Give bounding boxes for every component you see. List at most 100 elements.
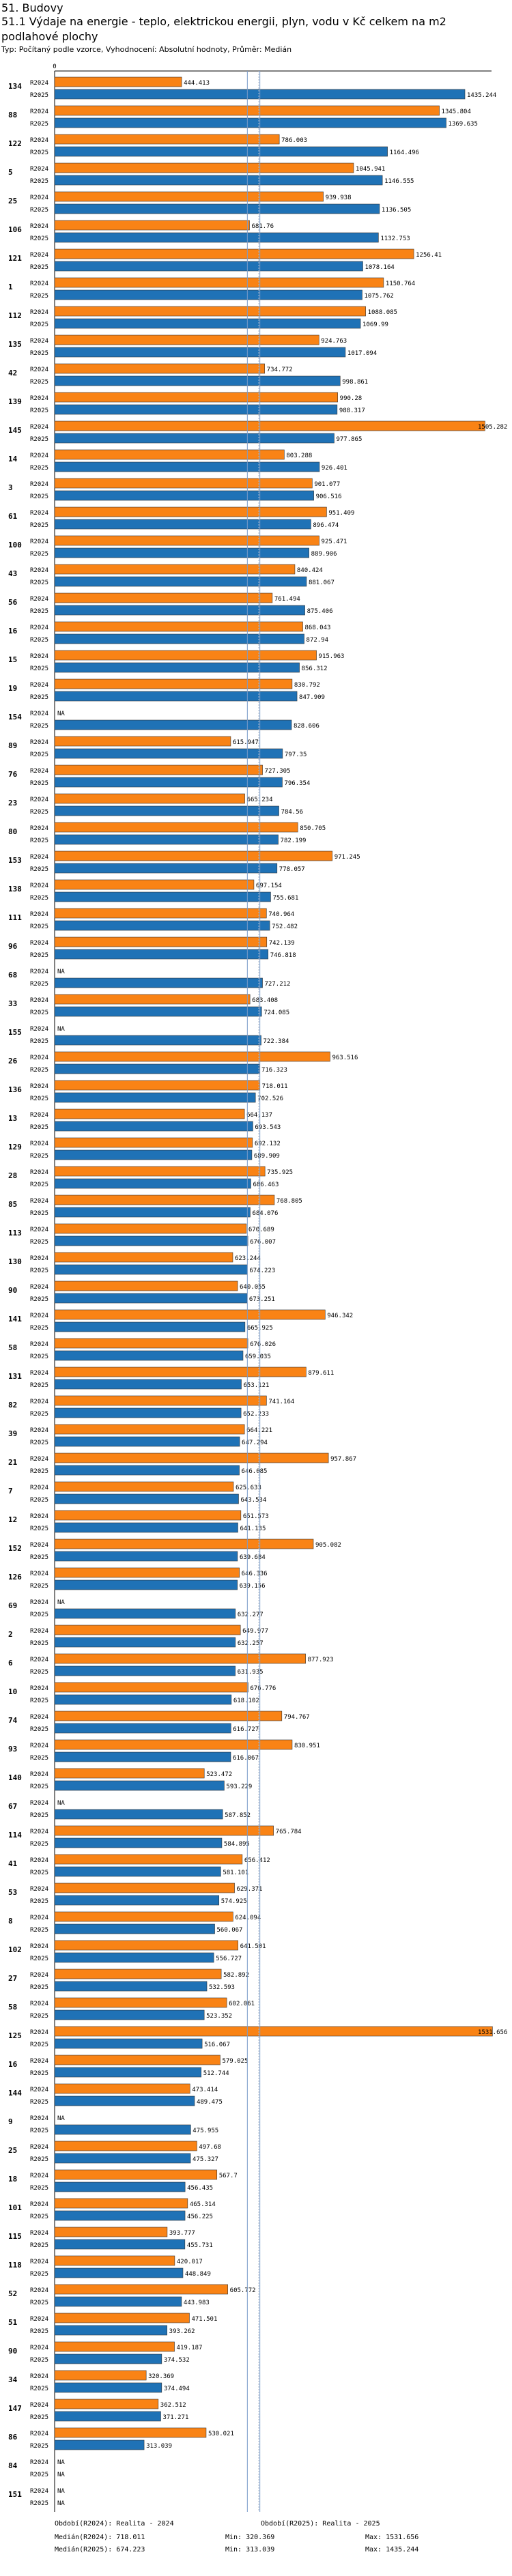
value-label-2024: 602.061 bbox=[229, 2001, 255, 2007]
value-label-2024: 681.76 bbox=[251, 223, 274, 230]
na-label-2024: NA bbox=[57, 1026, 65, 1033]
bar-2024 bbox=[54, 1997, 227, 2008]
row-id-label: 53 bbox=[8, 1888, 17, 1897]
series-label-2025: R2025 bbox=[30, 1182, 48, 1188]
value-label-2024: 868.043 bbox=[304, 625, 330, 631]
bar-2024 bbox=[54, 248, 414, 259]
value-label-2025: 560.067 bbox=[217, 1927, 243, 1934]
value-label-2024: 683.408 bbox=[252, 997, 278, 1004]
value-label-2025: 722.384 bbox=[263, 1038, 289, 1045]
bar-2025 bbox=[54, 1665, 236, 1676]
series-label-2025: R2025 bbox=[30, 1411, 48, 1418]
series-label-2024: R2024 bbox=[30, 2373, 48, 2380]
series-label-2024: R2024 bbox=[30, 1456, 48, 1463]
value-label-2024: 971.245 bbox=[335, 854, 360, 861]
series-label-2025: R2025 bbox=[30, 436, 48, 443]
bar-2025 bbox=[54, 2153, 191, 2164]
bar-2024 bbox=[54, 936, 268, 947]
series-label-2025: R2025 bbox=[30, 694, 48, 701]
bar-2024 bbox=[54, 392, 338, 403]
bar-2024 bbox=[54, 1969, 222, 1979]
bar-2024 bbox=[54, 76, 182, 87]
bar-2025 bbox=[54, 175, 383, 186]
value-label-2025: 847.909 bbox=[299, 694, 325, 701]
series-label-2024: R2024 bbox=[30, 2345, 48, 2351]
bar-2025 bbox=[54, 547, 309, 558]
series-label-2024: R2024 bbox=[30, 1055, 48, 1061]
na-label-2024: NA bbox=[57, 711, 65, 717]
series-label-2025: R2025 bbox=[30, 2185, 48, 2192]
value-label-2024: 624.094 bbox=[235, 1915, 261, 1921]
row-id-label: 56 bbox=[8, 598, 18, 607]
bar-2024 bbox=[54, 2370, 147, 2381]
value-label-2025: 581.101 bbox=[223, 1870, 248, 1876]
value-label-2024: 676.026 bbox=[250, 1341, 276, 1348]
value-label-2024: 419.187 bbox=[177, 2345, 203, 2351]
series-label-2024: R2024 bbox=[30, 2402, 48, 2409]
row-id-label: 84 bbox=[8, 2461, 18, 2470]
series-label-2024: R2024 bbox=[30, 997, 48, 1004]
bar-2025 bbox=[54, 805, 279, 816]
series-label-2024: R2024 bbox=[30, 2259, 48, 2265]
value-label-2024: 1045.941 bbox=[356, 166, 385, 173]
row-id-label: 135 bbox=[8, 340, 22, 349]
bar-2024 bbox=[54, 1051, 330, 1062]
bar-2024 bbox=[54, 736, 231, 747]
bar-2025 bbox=[54, 1780, 225, 1791]
value-label-2024: 734.772 bbox=[267, 367, 293, 373]
row-id-label: 113 bbox=[8, 1229, 22, 1237]
value-label-2025: 1164.496 bbox=[390, 149, 419, 156]
bar-2025 bbox=[54, 1207, 251, 1218]
bar-2025 bbox=[54, 1579, 238, 1590]
bar-2025 bbox=[54, 1866, 221, 1877]
series-label-2025: R2025 bbox=[30, 207, 48, 214]
series-label-2024: R2024 bbox=[30, 2316, 48, 2323]
value-label-2024: 393.777 bbox=[169, 2230, 195, 2237]
series-label-2024: R2024 bbox=[30, 1743, 48, 1749]
row-id-label: 76 bbox=[8, 770, 18, 779]
bar-2024 bbox=[54, 2055, 221, 2065]
series-label-2025: R2025 bbox=[30, 350, 48, 357]
value-label-2024: 830.951 bbox=[294, 1743, 320, 1749]
series-label-2024: R2024 bbox=[30, 1943, 48, 1950]
bar-2025 bbox=[54, 1321, 246, 1332]
value-label-2024: 761.494 bbox=[274, 596, 300, 603]
series-label-2025: R2025 bbox=[30, 1440, 48, 1446]
value-label-2025: 393.262 bbox=[169, 2328, 195, 2335]
value-label-2025: 881.067 bbox=[309, 579, 335, 586]
bar-2024 bbox=[54, 2141, 197, 2151]
value-label-2024: 1505.282 bbox=[478, 424, 507, 431]
series-label-2024: R2024 bbox=[30, 768, 48, 775]
value-label-2025: 475.327 bbox=[193, 2156, 218, 2163]
row-id-label: 112 bbox=[8, 311, 22, 320]
value-label-2024: 951.409 bbox=[328, 510, 354, 517]
value-label-2024: 649.977 bbox=[242, 1628, 268, 1635]
value-label-2024: 718.011 bbox=[262, 1083, 288, 1090]
bar-2024 bbox=[54, 1481, 234, 1492]
series-label-2024: R2024 bbox=[30, 883, 48, 889]
page-title: 51.1 Výdaje na energie - teplo, elektric… bbox=[1, 15, 446, 43]
bar-2024 bbox=[54, 2227, 168, 2237]
series-label-2025: R2025 bbox=[30, 1927, 48, 1934]
row-id-label: 18 bbox=[8, 2175, 17, 2184]
bar-2024 bbox=[54, 850, 333, 861]
value-label-2025: 926.401 bbox=[322, 465, 347, 472]
series-label-2024: R2024 bbox=[30, 1341, 48, 1348]
footer-period-2024: Období(R2024): Realita - 2024 bbox=[55, 2520, 174, 2528]
bar-2024 bbox=[54, 2255, 175, 2266]
bar-2024 bbox=[54, 994, 251, 1005]
row-id-label: 85 bbox=[8, 1200, 17, 1209]
bar-2024 bbox=[54, 2169, 218, 2180]
value-label-2024: 629.371 bbox=[237, 1886, 263, 1893]
bar-2025 bbox=[54, 1551, 238, 1562]
row-id-label: 25 bbox=[8, 197, 17, 205]
row-id-label: 69 bbox=[8, 1601, 17, 1610]
value-label-2025: 574.925 bbox=[221, 1898, 247, 1905]
value-label-2025: 556.727 bbox=[216, 1956, 242, 1962]
series-label-2025: R2025 bbox=[30, 407, 48, 414]
series-label-2024: R2024 bbox=[30, 1141, 48, 1147]
value-label-2025: 455.731 bbox=[187, 2242, 213, 2249]
value-label-2025: 1132.753 bbox=[380, 235, 410, 242]
series-label-2024: R2024 bbox=[30, 1829, 48, 1835]
